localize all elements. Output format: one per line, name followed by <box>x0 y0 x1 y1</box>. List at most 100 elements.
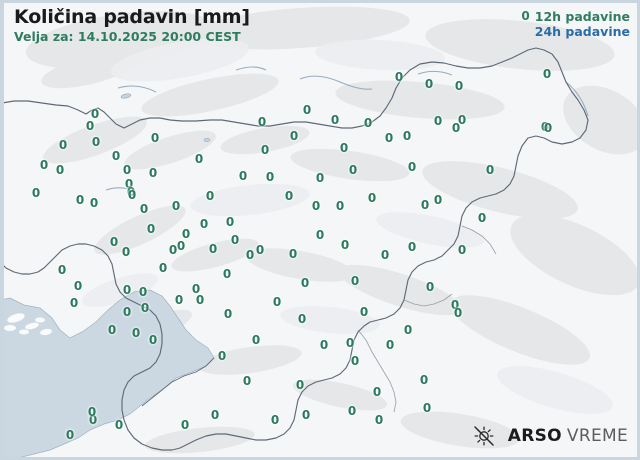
station-value-marker[interactable]: 0 <box>87 405 97 419</box>
station-value-marker[interactable]: 0 <box>230 233 240 247</box>
station-value-marker[interactable]: 0 <box>359 305 369 319</box>
station-value-marker[interactable]: 0 <box>272 295 282 309</box>
station-value-marker[interactable]: 0 <box>158 261 168 275</box>
station-value-marker[interactable]: 0 <box>419 373 429 387</box>
station-value-marker[interactable]: 0 <box>433 193 443 207</box>
station-value-marker[interactable]: 0 <box>420 198 430 212</box>
station-value-marker[interactable]: 0 <box>174 293 184 307</box>
station-value-marker[interactable]: 0 <box>58 138 68 152</box>
station-value-marker[interactable]: 0 <box>222 267 232 281</box>
station-value-marker[interactable]: 0 <box>138 285 148 299</box>
station-value-marker[interactable]: 0 <box>385 338 395 352</box>
station-value-marker[interactable]: 0 <box>242 374 252 388</box>
station-value-marker[interactable]: 0 <box>171 199 181 213</box>
station-value-marker[interactable]: 0 <box>301 408 311 422</box>
station-value-marker[interactable]: 0 <box>453 306 463 320</box>
station-value-marker[interactable]: 0 <box>191 282 201 296</box>
station-value-marker[interactable]: 0 <box>131 326 141 340</box>
station-value-marker[interactable]: 0 <box>350 354 360 368</box>
station-value-marker[interactable]: 0 <box>217 349 227 363</box>
station-value-marker[interactable]: 0 <box>65 428 75 442</box>
station-value-marker[interactable]: 0 <box>127 188 137 202</box>
station-value-marker[interactable]: 0 <box>288 247 298 261</box>
station-value-marker[interactable]: 0 <box>73 279 83 293</box>
station-value-marker[interactable]: 0 <box>265 170 275 184</box>
station-value-marker[interactable]: 0 <box>180 418 190 432</box>
station-value-marker[interactable]: 0 <box>347 404 357 418</box>
station-value-marker[interactable]: 0 <box>330 113 340 127</box>
station-value-marker[interactable]: 0 <box>90 107 100 121</box>
station-value-marker[interactable]: 0 <box>372 385 382 399</box>
station-value-marker[interactable]: 0 <box>350 274 360 288</box>
station-value-marker[interactable]: 0 <box>450 298 460 312</box>
station-value-marker[interactable]: 0 <box>181 227 191 241</box>
station-value-marker[interactable]: 0 <box>422 401 432 415</box>
station-value-marker[interactable]: 0 <box>295 378 305 392</box>
station-value-marker[interactable]: 0 <box>335 199 345 213</box>
station-value-marker[interactable]: 0 <box>451 121 461 135</box>
station-value-marker[interactable]: 0 <box>122 283 132 297</box>
station-value-marker[interactable]: 0 <box>407 160 417 174</box>
station-value-marker[interactable]: 0 <box>542 67 552 81</box>
station-value-marker[interactable]: 0 <box>457 113 467 127</box>
station-value-marker[interactable]: 0 <box>107 323 117 337</box>
station-value-marker[interactable]: 0 <box>89 196 99 210</box>
station-value-marker[interactable]: 0 <box>124 177 134 191</box>
station-value-marker[interactable]: 0 <box>367 191 377 205</box>
station-value-marker[interactable]: 0 <box>540 120 550 134</box>
station-value-marker[interactable]: 0 <box>251 333 261 347</box>
station-value-marker[interactable]: 0 <box>345 336 355 350</box>
station-value-marker[interactable]: 0 <box>245 248 255 262</box>
station-value-marker[interactable]: 0 <box>114 418 124 432</box>
station-value-marker[interactable]: 0 <box>126 185 136 199</box>
station-value-marker[interactable]: 0 <box>424 77 434 91</box>
station-value-marker[interactable]: 0 <box>55 163 65 177</box>
station-value-marker[interactable]: 0 <box>457 243 467 257</box>
station-value-marker[interactable]: 0 <box>315 171 325 185</box>
station-value-marker[interactable]: 0 <box>140 301 150 315</box>
station-value-marker[interactable]: 0 <box>425 280 435 294</box>
station-value-marker[interactable]: 0 <box>402 129 412 143</box>
station-value-marker[interactable]: 0 <box>122 163 132 177</box>
station-value-marker[interactable]: 0 <box>340 238 350 252</box>
station-value-marker[interactable]: 0 <box>289 129 299 143</box>
station-value-marker[interactable]: 0 <box>302 103 312 117</box>
station-value-marker[interactable]: 0 <box>433 114 443 128</box>
station-value-marker[interactable]: 0 <box>57 263 67 277</box>
station-value-marker[interactable]: 0 <box>363 116 373 130</box>
station-value-marker[interactable]: 0 <box>148 333 158 347</box>
station-value-marker[interactable]: 0 <box>31 186 41 200</box>
station-value-marker[interactable]: 0 <box>374 413 384 427</box>
station-value-marker[interactable]: 0 <box>199 217 209 231</box>
station-value-marker[interactable]: 0 <box>403 323 413 337</box>
station-value-marker[interactable]: 0 <box>208 242 218 256</box>
station-value-marker[interactable]: 0 <box>284 189 294 203</box>
station-value-marker[interactable]: 0 <box>407 240 417 254</box>
station-value-marker[interactable]: 0 <box>210 408 220 422</box>
station-value-marker[interactable]: 0 <box>75 193 85 207</box>
station-value-marker[interactable]: 0 <box>348 163 358 177</box>
station-value-marker[interactable]: 0 <box>111 149 121 163</box>
station-value-marker[interactable]: 0 <box>69 296 79 310</box>
station-value-marker[interactable]: 0 <box>543 121 553 135</box>
station-value-marker[interactable]: 0 <box>194 152 204 166</box>
station-value-marker[interactable]: 0 <box>477 211 487 225</box>
station-value-marker[interactable]: 0 <box>384 131 394 145</box>
station-value-marker[interactable]: 0 <box>223 307 233 321</box>
station-value-marker[interactable]: 0 <box>121 245 131 259</box>
station-value-marker[interactable]: 0 <box>122 305 132 319</box>
station-value-marker[interactable]: 0 <box>454 79 464 93</box>
station-value-marker[interactable]: 0 <box>311 199 321 213</box>
station-value-marker[interactable]: 0 <box>380 248 390 262</box>
station-value-marker[interactable]: 0 <box>176 239 186 253</box>
station-value-marker[interactable]: 0 <box>255 243 265 257</box>
station-value-marker[interactable]: 0 <box>238 169 248 183</box>
station-value-marker[interactable]: 0 <box>205 189 215 203</box>
station-value-marker[interactable]: 0 <box>257 115 267 129</box>
station-value-marker[interactable]: 0 <box>300 276 310 290</box>
station-value-marker[interactable]: 0 <box>195 293 205 307</box>
station-value-marker[interactable]: 0 <box>339 141 349 155</box>
station-value-marker[interactable]: 0 <box>85 119 95 133</box>
station-value-marker[interactable]: 0 <box>39 158 49 172</box>
station-value-marker[interactable]: 0 <box>168 243 178 257</box>
